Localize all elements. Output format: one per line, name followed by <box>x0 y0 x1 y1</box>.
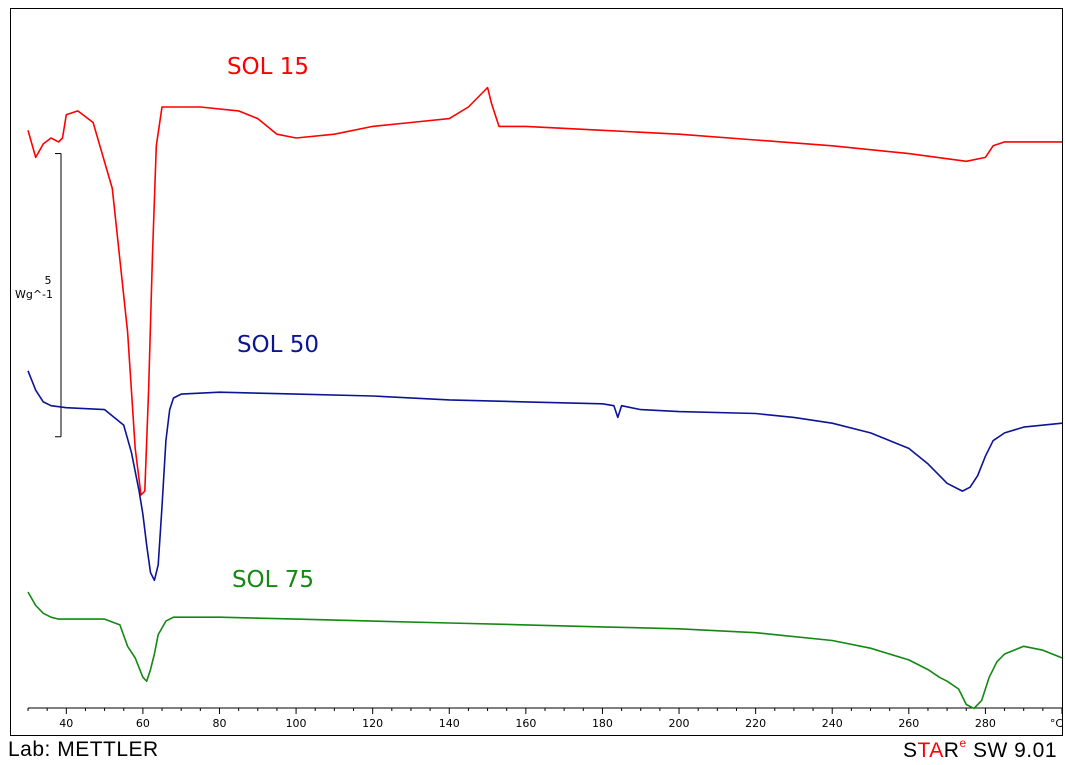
series-label: SOL 15 <box>227 54 309 80</box>
x-tick-label: 80 <box>212 717 226 730</box>
x-tick-label: 140 <box>439 717 460 730</box>
x-tick-label: 280 <box>975 717 996 730</box>
series-label: SOL 75 <box>232 567 314 593</box>
x-tick-label: 120 <box>362 717 383 730</box>
x-tick-label: 200 <box>669 717 690 730</box>
plot-frame <box>10 8 1063 736</box>
scale-bar-value: 5 <box>45 274 52 287</box>
scale-bar-unit: Wg^-1 <box>15 288 53 301</box>
x-tick-label: 100 <box>286 717 307 730</box>
x-axis-unit: °C <box>1050 717 1064 730</box>
lab-label: Lab: METTLER <box>8 738 159 761</box>
x-tick-label: 220 <box>745 717 766 730</box>
scale-bar: 5Wg^-1 <box>15 153 62 438</box>
x-tick-label: 240 <box>822 717 843 730</box>
software-version: SW 9.01 <box>966 739 1057 762</box>
x-tick-label: 180 <box>592 717 613 730</box>
series-line-sol-15 <box>27 86 1062 496</box>
brand-t: T <box>917 739 930 762</box>
x-tick-label: 160 <box>515 717 536 730</box>
software-brand: STARe SW 9.01 <box>902 736 1057 763</box>
series-line-sol-50 <box>27 370 1063 582</box>
series-layer: SOL 15 SOL 50 SOL 75 <box>27 54 1063 710</box>
x-tick-label: 40 <box>59 717 73 730</box>
brand-r: R <box>943 739 960 762</box>
x-tick-label: 260 <box>898 717 919 730</box>
x-tick-label: 60 <box>136 717 150 730</box>
series-label: SOL 50 <box>237 332 319 358</box>
x-axis: 40 60 80 100 120 140 160 180 200 220 240 260 280 °C <box>27 707 1064 730</box>
brand-s: S <box>902 739 918 762</box>
brand-e: e <box>959 736 967 750</box>
brand-a: A <box>929 739 944 762</box>
series-line-sol-75 <box>27 591 1063 710</box>
